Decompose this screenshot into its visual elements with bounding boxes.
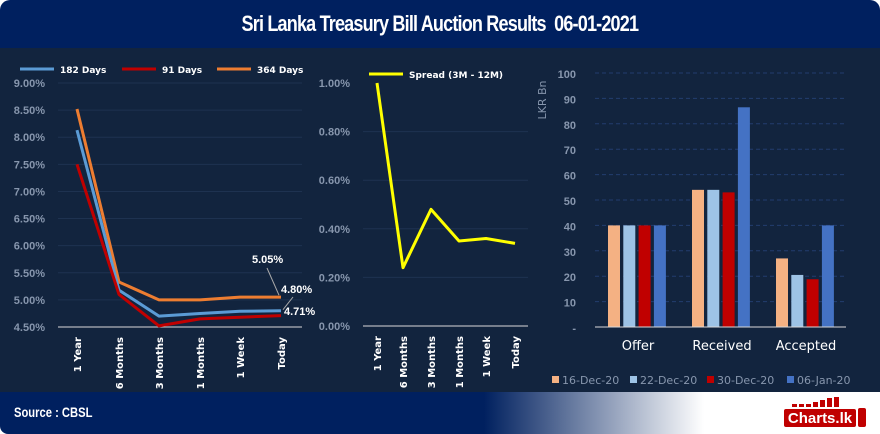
legend-label: 182 Days: [60, 66, 106, 76]
y-tick-label: 5.00%: [14, 295, 45, 307]
y-tick-label: 6.50%: [14, 214, 45, 226]
y-tick-label: 5.50%: [14, 268, 45, 280]
y-tick-label: 4.50%: [14, 322, 45, 334]
x-tick-label: Received: [692, 339, 751, 354]
bar-accepted-22-Dec-20: [791, 274, 804, 327]
legend-label: 22-Dec-20: [640, 374, 697, 387]
y-tick-label: 70: [564, 145, 576, 157]
bar-received-16-Dec-20: [692, 189, 704, 327]
x-tick-label: 6 Months: [399, 336, 410, 388]
legend-label: 91 Days: [162, 66, 202, 76]
y-tick-label: 8.50%: [14, 105, 45, 117]
x-tick-label: Today: [511, 336, 522, 369]
legend-swatch: [630, 376, 637, 383]
y-tick-label: 90: [564, 94, 576, 106]
legend-swatch: [787, 376, 794, 383]
legend-label: 06-Jan-20: [797, 374, 851, 387]
title-bar: Sri Lanka Treasury Bill Auction Results …: [0, 0, 880, 48]
x-tick-label: Today: [277, 337, 288, 370]
series-line-364-days: [75, 108, 281, 302]
data-label-91-days: 4.71%: [284, 306, 315, 318]
y-tick-label: 20: [564, 272, 576, 284]
legend-label: Spread (3M - 12M): [409, 71, 503, 81]
bar-accepted-06-Jan-20: [821, 225, 834, 327]
bar-accepted-30-Dec-20: [806, 279, 819, 327]
legend-swatch: [707, 376, 714, 383]
source-label: Source : CBSL: [14, 404, 93, 420]
series-line-91-days: [75, 163, 282, 328]
y-tick-label: 40: [564, 221, 576, 233]
y-tick-label: 7.00%: [14, 186, 45, 198]
bar-received-06-Jan-20: [737, 107, 750, 327]
y-tick-label: 1.00%: [319, 78, 350, 90]
series-line-182-days: [75, 129, 282, 318]
y-tick-label: 0.20%: [319, 272, 350, 284]
x-tick-label: Accepted: [776, 339, 837, 354]
footer: Source : CBSL Charts.lk: [0, 392, 880, 434]
x-tick-label: 1 Year: [373, 336, 384, 371]
y-tick-label: 80: [564, 120, 576, 132]
y-tick-label: 10: [564, 298, 576, 310]
y-tick-label: 6.00%: [14, 241, 45, 253]
y-tick-label: 60: [564, 171, 576, 183]
x-tick-label: 3 Months: [427, 336, 438, 388]
bar-offer-06-Jan-20: [653, 225, 666, 327]
y-tick-label: 50: [564, 196, 576, 208]
svg-text:Charts.lk: Charts.lk: [788, 410, 853, 427]
y-tick-label: 0.40%: [319, 224, 350, 236]
legend-label: 30-Dec-20: [717, 374, 774, 387]
x-tick-label: 1 Months: [455, 336, 466, 388]
y-tick-label: 9.00%: [14, 78, 45, 90]
label-leader: [266, 267, 280, 296]
series-line-spread: [375, 82, 516, 270]
chart-title: Sri Lanka Treasury Bill Auction Results …: [241, 11, 639, 36]
legend-label: 16-Dec-20: [562, 374, 619, 387]
bar-offer-30-Dec-20: [638, 225, 651, 327]
y-tick-label: -: [572, 323, 576, 335]
x-tick-label: 1 Year: [73, 337, 84, 372]
bar-accepted-16-Dec-20: [776, 258, 788, 327]
y-axis-label: LKR Bn: [536, 80, 549, 119]
charts-lk-logo: Charts.lk: [784, 397, 866, 427]
bar-offer-22-Dec-20: [623, 225, 636, 327]
x-tick-label: 6 Months: [115, 337, 126, 389]
x-tick-label: Offer: [622, 339, 655, 354]
y-tick-label: 8.00%: [14, 132, 45, 144]
label-leader: [282, 296, 294, 311]
legend-swatch: [552, 376, 559, 383]
x-tick-label: 1 Months: [196, 337, 207, 389]
bar-received-22-Dec-20: [707, 189, 720, 327]
y-tick-label: 100: [558, 69, 576, 81]
bar-received-30-Dec-20: [722, 192, 735, 327]
y-tick-label: 0.00%: [319, 321, 350, 333]
y-tick-label: 0.60%: [319, 175, 350, 187]
y-tick-label: 7.50%: [14, 159, 45, 171]
x-tick-label: 3 Months: [155, 337, 166, 389]
legend-label: 364 Days: [257, 66, 303, 76]
x-tick-label: 1 Week: [482, 336, 493, 378]
y-tick-label: 30: [564, 247, 576, 259]
data-label-182-days: 4.80%: [281, 284, 312, 296]
bar-offer-16-Dec-20: [608, 225, 620, 327]
y-tick-label: 0.80%: [319, 127, 350, 139]
data-label-364-days: 5.05%: [252, 254, 283, 266]
x-tick-label: 1 Week: [236, 337, 247, 379]
